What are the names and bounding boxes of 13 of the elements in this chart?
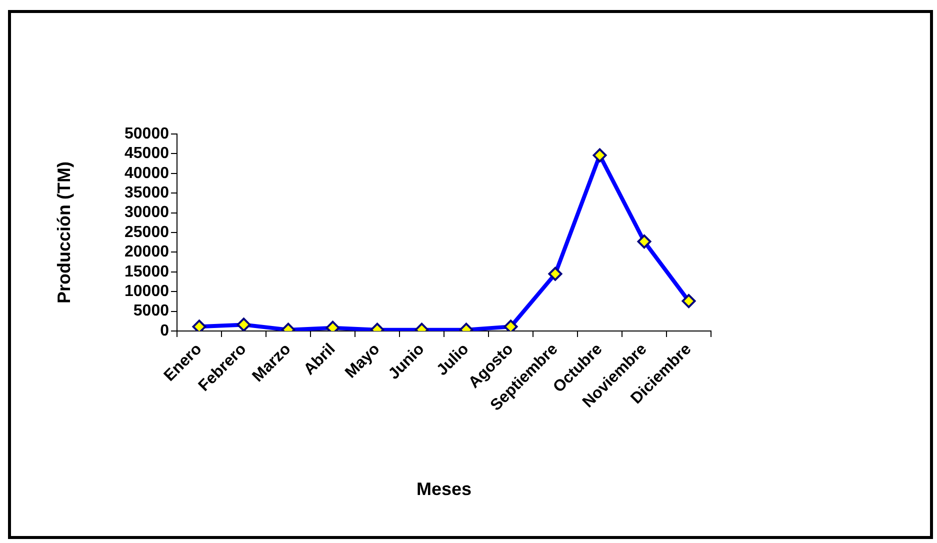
y-tick-label: 50000 [124, 125, 170, 142]
y-tick-label: 30000 [124, 204, 170, 222]
x-axis-title: Meses [416, 479, 472, 500]
y-tick-label: 35000 [124, 184, 170, 202]
y-tick-label: 40000 [124, 164, 170, 182]
y-tick-label: 15000 [124, 263, 170, 280]
y-tick-label: 25000 [124, 224, 170, 241]
y-axis-title: Producción (TM) [54, 162, 74, 304]
y-tick-label: 10000 [124, 283, 170, 300]
y-tick-label: 45000 [124, 145, 170, 162]
y-tick-label: 5000 [133, 302, 170, 320]
y-tick-label: 0 [160, 322, 170, 340]
y-tick-label: 20000 [124, 244, 170, 261]
